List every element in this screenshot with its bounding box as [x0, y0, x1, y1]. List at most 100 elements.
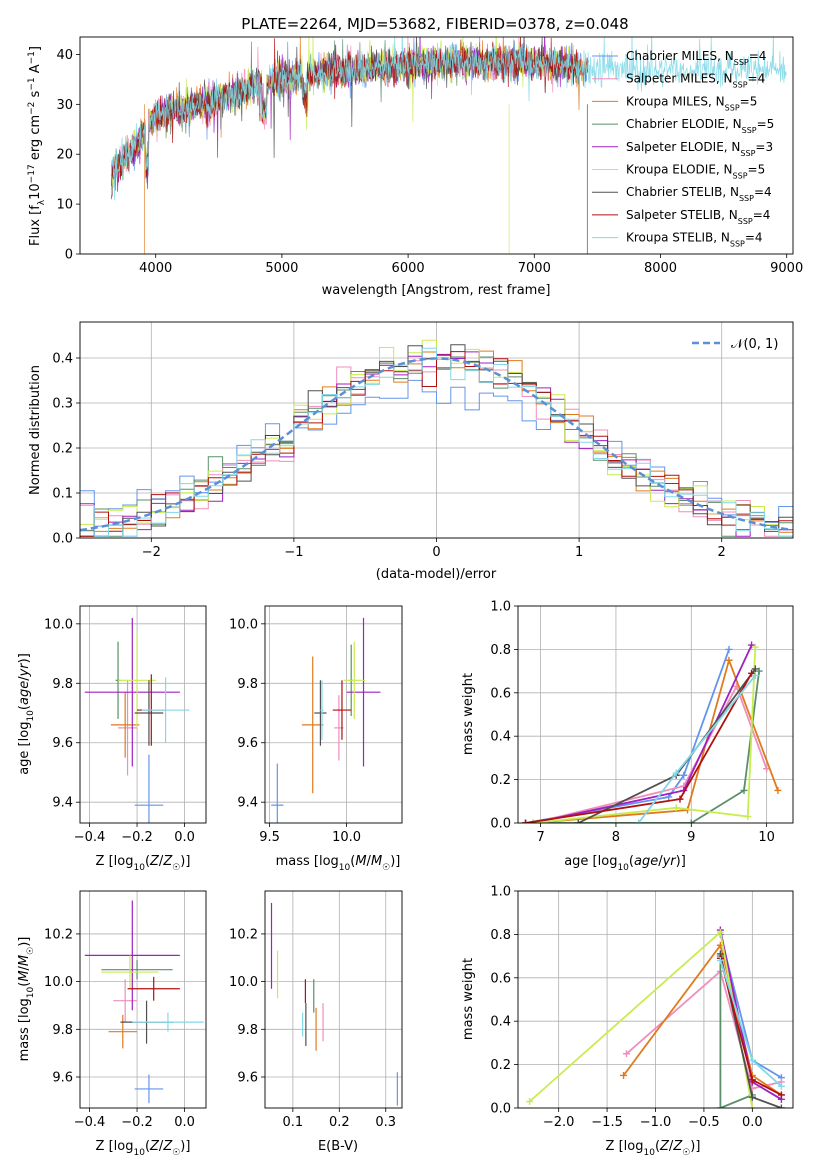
y-tick-label: 0.0	[490, 1102, 511, 1117]
data-point-marker	[574, 819, 582, 823]
x-tick-label: 0.0	[174, 1115, 195, 1130]
y-tick-label: 0.6	[490, 971, 511, 986]
data-point-marker	[748, 669, 756, 677]
data-point-marker	[755, 667, 763, 675]
massweight_vs_z-frame	[517, 890, 794, 1109]
x-axis-label: (data-model)/error	[376, 567, 497, 582]
age_vs_mass-frame	[264, 605, 403, 824]
y-tick-label: 0.3	[52, 397, 73, 412]
y-tick-label: 9.8	[237, 677, 258, 692]
x-tick-label: 0	[432, 545, 440, 560]
mass_vs_z-grid	[80, 891, 206, 1108]
x-tick-label: 0.2	[329, 1115, 350, 1130]
y-tick-label: 0	[65, 248, 73, 263]
y-axis-label: mass weight	[461, 673, 476, 755]
x-tick-label: 7	[536, 830, 544, 845]
x-tick-label: 5000	[265, 261, 298, 276]
y-tick-label: 0.6	[490, 686, 511, 701]
legend-entry: Kroupa ELODIE, NSSP=5	[626, 163, 765, 181]
data-point-marker	[716, 1104, 724, 1108]
y-tick-label: 0.1	[52, 487, 73, 502]
y-tick-label: 9.8	[237, 1023, 258, 1038]
data-point-marker	[716, 928, 724, 936]
data-point-marker	[725, 645, 733, 653]
data-point-marker	[777, 1091, 785, 1099]
x-tick-label: −0.4	[74, 1115, 106, 1130]
x-tick-label: 0.0	[174, 830, 195, 845]
data-point-marker	[725, 656, 733, 664]
y-tick-label: 9.4	[52, 796, 73, 811]
y-tick-label: 10.0	[229, 975, 258, 990]
x-tick-label: 6000	[392, 261, 425, 276]
mass-weight-line	[719, 956, 753, 1108]
age_vs_mass-plot-area	[271, 617, 381, 823]
data-point-marker	[522, 819, 530, 823]
mass_vs_ebv-grid	[265, 891, 402, 1108]
x-tick-label: 10	[758, 830, 775, 845]
normal-curve	[80, 357, 791, 532]
data-point-marker	[751, 643, 759, 651]
y-axis-label: Normed distribution	[28, 365, 43, 495]
residuals-frame	[79, 321, 794, 539]
spectrum-line	[111, 37, 589, 254]
mass-weight-line	[533, 647, 757, 823]
data-point-marker	[751, 671, 759, 679]
figure-title: PLATE=2264, MJD=53682, FIBERID=0378, z=0…	[241, 15, 628, 33]
y-tick-label: 9.8	[52, 1023, 73, 1038]
histogram-step	[80, 347, 793, 537]
y-tick-label: 0.4	[52, 352, 73, 367]
y-tick-label: 0.4	[490, 1015, 511, 1030]
spectrum-frame	[79, 36, 794, 255]
x-tick-label: −1.0	[640, 1115, 672, 1130]
data-point-marker	[529, 819, 537, 823]
x-axis-label: Z [log10(Z/Z☉)]	[96, 854, 191, 873]
spectrum-line	[111, 37, 787, 201]
data-point-marker	[716, 956, 724, 964]
y-tick-label: 10.0	[229, 617, 258, 632]
x-axis-label: age [log10(age/yr)]	[564, 854, 686, 873]
massweight_vs_age-panel: 7 8 9 10 0.0 0.2 0.4 0.6 0.8 1.0 age [log10(age/yr…	[461, 600, 794, 873]
y-tick-label: 30	[56, 98, 73, 113]
data-point-marker	[777, 1104, 785, 1108]
spectrum-panel: 4000 5000 6000 7000 8000 9000 0 10 20 30 40 Chabrie…	[27, 36, 803, 298]
x-tick-label: 2	[718, 545, 726, 560]
age_vs_mass-grid	[265, 606, 402, 823]
legend-entry: Chabrier ELODIE, NSSP=5	[626, 117, 774, 135]
x-tick-label: 9000	[770, 261, 803, 276]
data-point-marker	[748, 1056, 756, 1064]
x-tick-label: 0.1	[283, 1115, 304, 1130]
data-point-marker	[622, 1050, 630, 1058]
y-axis-label: Flux [fλ10−17 erg cm−2 s−1 A−1]	[27, 46, 47, 246]
y-tick-label: 0.2	[52, 442, 73, 457]
mass_vs_ebv-frame	[264, 890, 403, 1109]
data-point-marker	[620, 1071, 628, 1079]
massweight_vs_age-plot-area	[522, 641, 782, 823]
x-tick-label: −1.5	[591, 1115, 623, 1130]
x-tick-label: 8	[612, 830, 620, 845]
y-tick-label: 9.6	[52, 736, 73, 751]
massweight_vs_z-panel: −2.0 −1.5 −1.0 −0.5 0.0 0.0 0.2 0.4 0.6 0.8 1.0 Z […	[461, 885, 794, 1158]
mass_vs_z-plot-area	[84, 900, 204, 1104]
y-tick-label: 10.0	[44, 617, 73, 632]
massweight_vs_age-frame	[517, 605, 794, 824]
y-axis-label: mass weight	[461, 958, 476, 1040]
data-point-marker	[740, 786, 748, 794]
mass_vs_ebv-panel: 0.1 0.2 0.3 9.6 9.8 10.0 10.2 E(B-V)	[229, 890, 403, 1154]
x-axis-label: Z [log10(Z/Z☉)]	[606, 1139, 701, 1158]
x-tick-label: 10.0	[332, 830, 361, 845]
y-tick-label: 9.6	[237, 736, 258, 751]
legend-entry: Chabrier STELIB, NSSP=4	[626, 185, 772, 203]
y-tick-label: 20	[56, 148, 73, 163]
mass_vs_ebv-plot-area	[270, 902, 398, 1106]
x-tick-label: −0.5	[688, 1115, 720, 1130]
x-tick-label: 9.5	[259, 830, 280, 845]
y-tick-label: 0.2	[490, 773, 511, 788]
x-axis-label: E(B-V)	[318, 1139, 358, 1154]
y-tick-label: 0.4	[490, 730, 511, 745]
y-tick-label: 10.2	[44, 927, 73, 942]
x-tick-label: −2	[142, 545, 161, 560]
x-tick-label: 9	[687, 830, 695, 845]
data-point-marker	[748, 1076, 756, 1084]
y-tick-label: 40	[56, 48, 73, 63]
